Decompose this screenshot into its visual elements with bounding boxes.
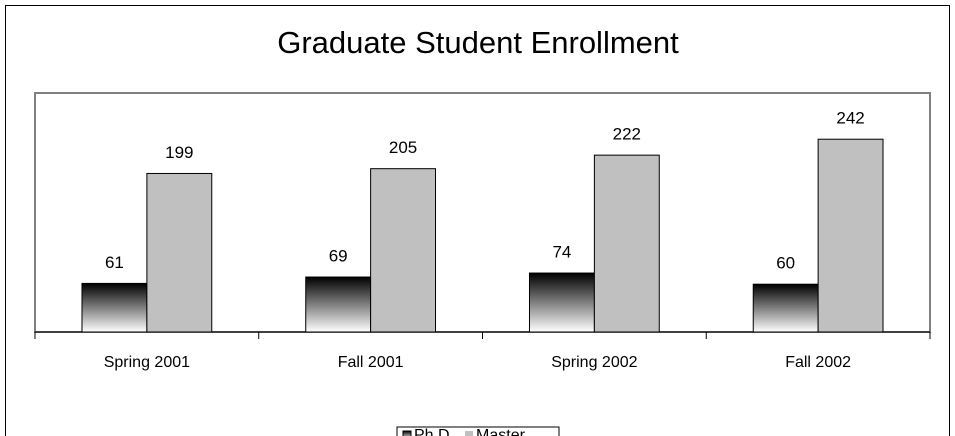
data-label: 61 [105,253,124,272]
x-tick-label: Fall 2002 [785,354,851,371]
data-label: 222 [613,125,641,144]
data-label: 69 [329,247,348,266]
data-label: 199 [165,143,193,162]
bar [370,168,437,333]
bar [146,172,213,333]
legend-swatch [402,430,412,436]
data-label: 242 [836,109,864,128]
bar [593,154,660,333]
data-label: 74 [552,243,571,262]
chart-title: Graduate Student Enrollment [277,25,679,60]
x-tick-label: Spring 2002 [551,354,637,371]
data-label: 60 [776,254,795,273]
x-tick-label: Fall 2001 [338,354,404,371]
bar [305,276,372,333]
bar [752,283,819,333]
legend-label: Master [476,427,526,436]
bar [817,138,884,333]
data-label: 205 [389,138,417,157]
bar [528,272,595,333]
legend-box [396,426,560,436]
bar [81,282,148,333]
legend-swatch [465,431,474,436]
legend-label: Ph.D. [414,427,454,436]
x-tick-label: Spring 2001 [104,354,190,371]
